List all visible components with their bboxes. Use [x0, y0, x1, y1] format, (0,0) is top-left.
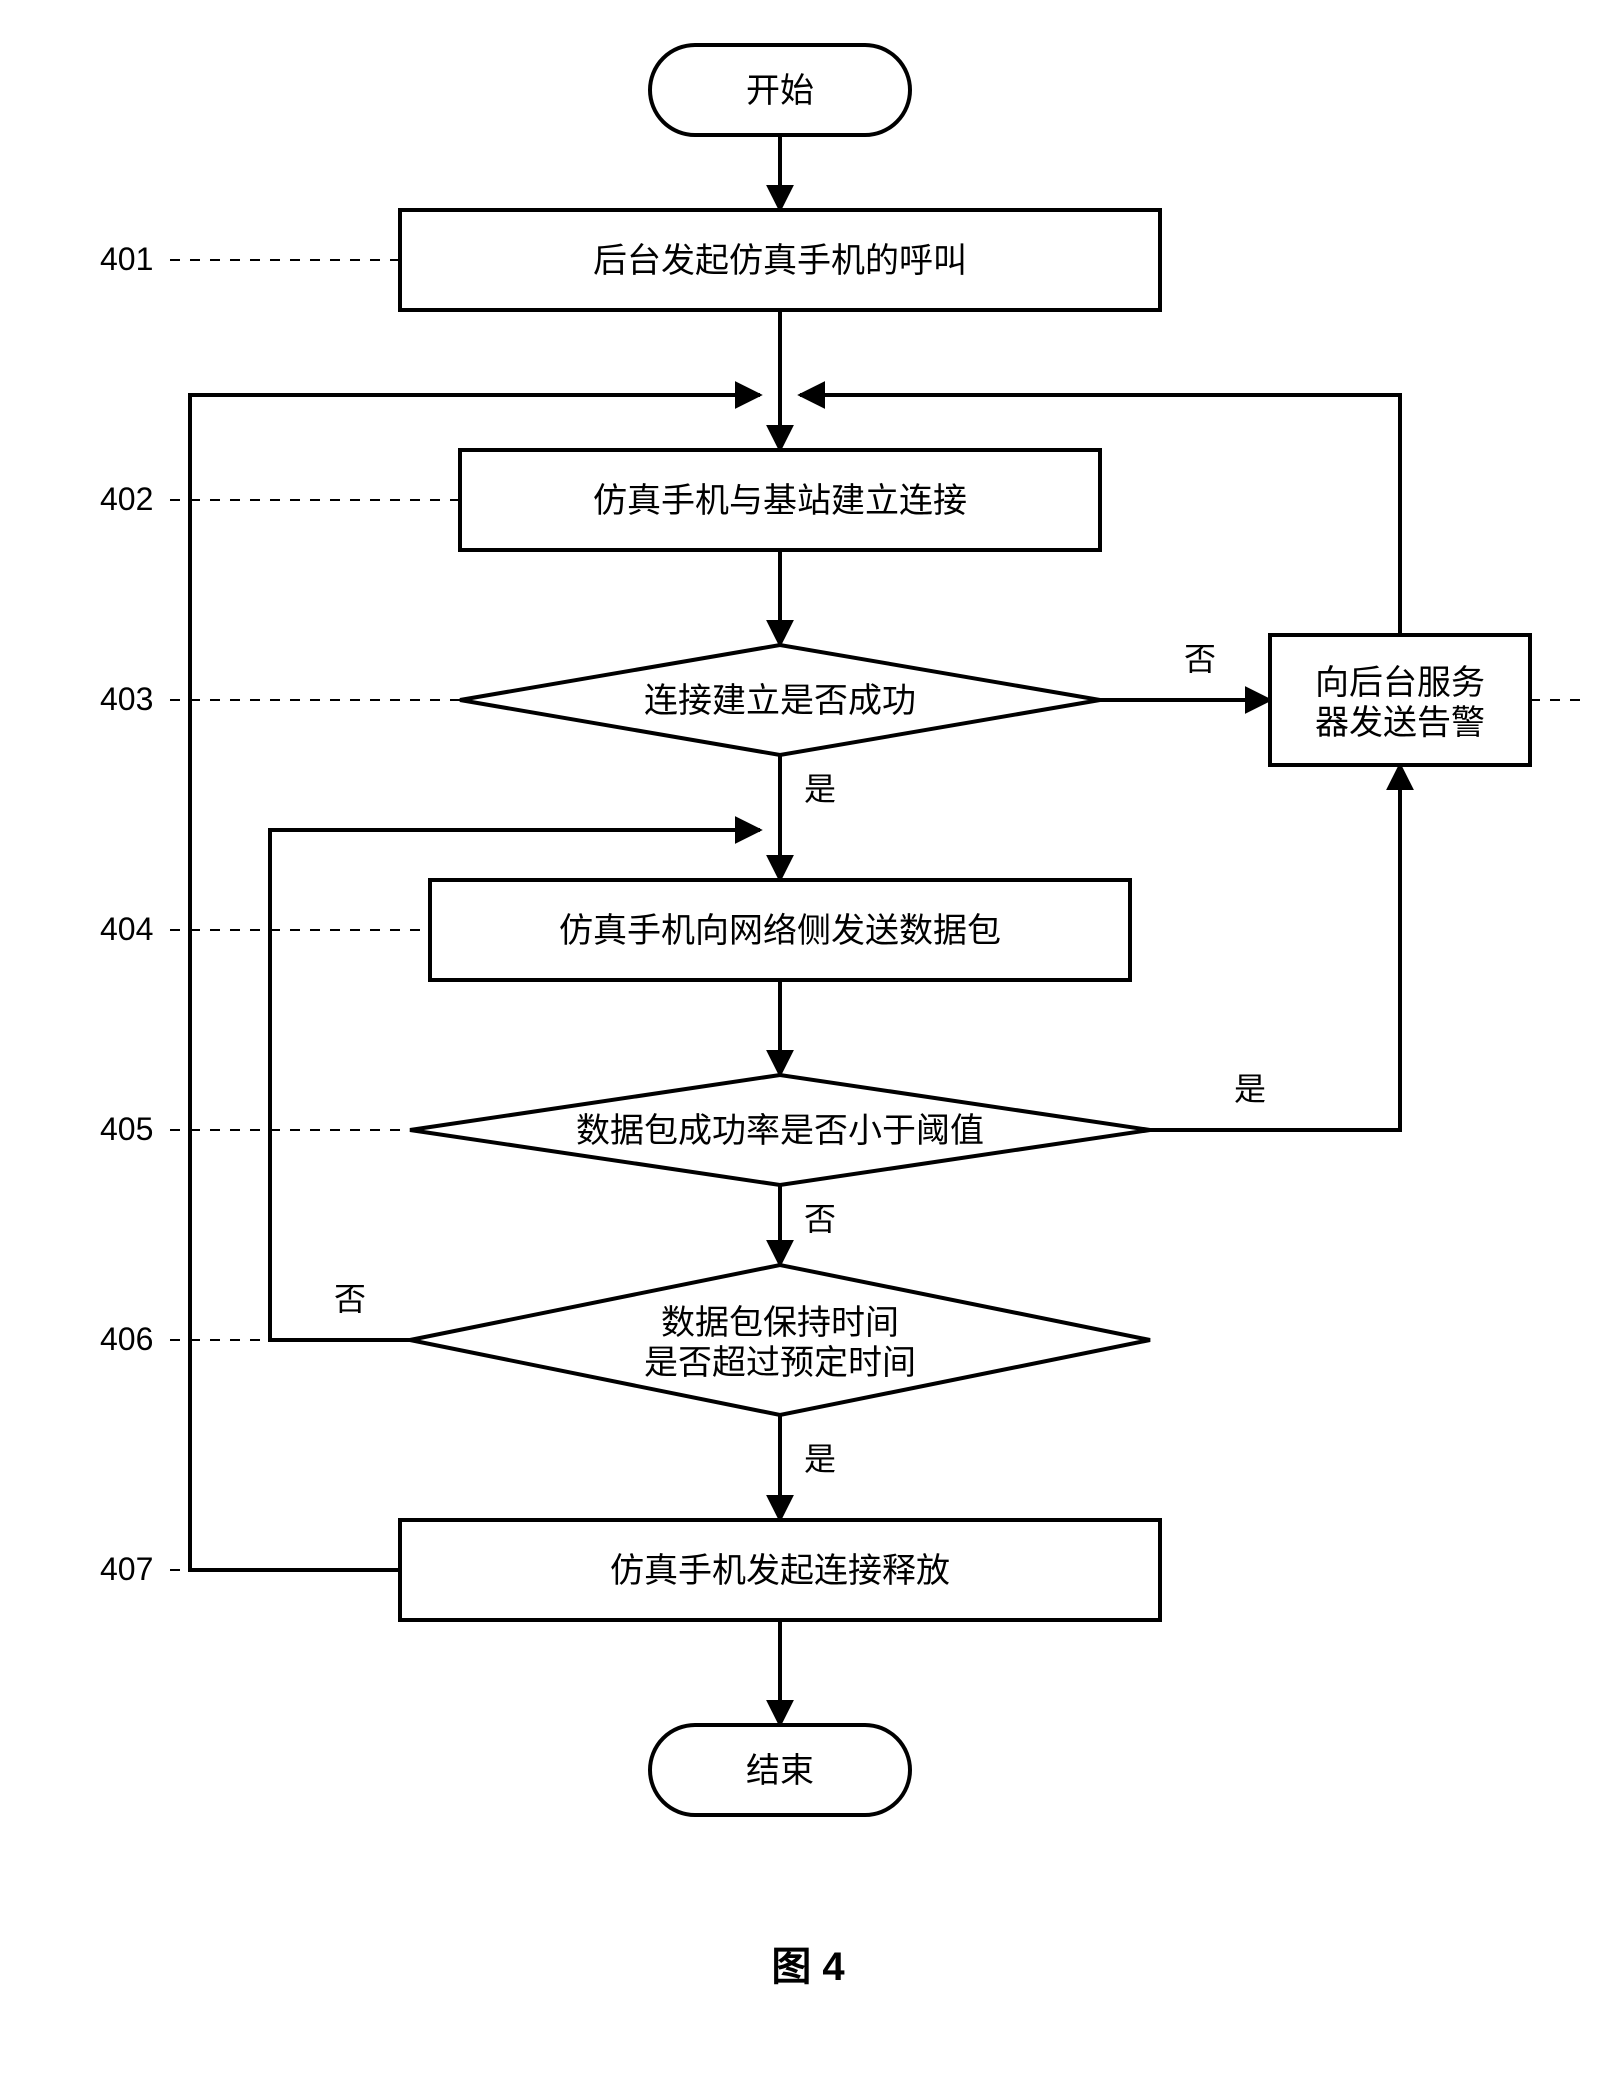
figure-caption: 图 4: [771, 1945, 845, 1989]
edge-label: 否: [804, 1201, 836, 1237]
edge-label: 否: [334, 1281, 366, 1317]
node-label: 数据包成功率是否小于阈值: [576, 1112, 984, 1150]
node-label: 结束: [746, 1752, 814, 1790]
ref-number: 402: [100, 481, 153, 517]
edge-label: 否: [1184, 641, 1216, 677]
edge-label: 是: [804, 1441, 836, 1477]
ref-number: 405: [100, 1111, 153, 1147]
node-label: 器发送告警: [1315, 704, 1485, 742]
ref-number: 403: [100, 681, 153, 717]
ref-number: 401: [100, 241, 153, 277]
node-label: 仿真手机与基站建立连接: [593, 482, 967, 520]
node-label: 向后台服务: [1315, 664, 1485, 702]
edge-label: 是: [1234, 1071, 1266, 1107]
edge-label: 是: [804, 771, 836, 807]
node-label: 连接建立是否成功: [644, 682, 916, 720]
ref-number: 407: [100, 1551, 153, 1587]
node-label: 数据包保持时间: [661, 1304, 899, 1342]
ref-number: 404: [100, 911, 153, 947]
node-label: 仿真手机发起连接释放: [610, 1552, 950, 1590]
node-label: 开始: [746, 72, 814, 110]
node-label: 仿真手机向网络侧发送数据包: [559, 912, 1001, 950]
node-label: 是否超过预定时间: [644, 1344, 916, 1382]
node-label: 后台发起仿真手机的呼叫: [593, 242, 967, 280]
flowchart: 是否是否是否开始后台发起仿真手机的呼叫仿真手机与基站建立连接连接建立是否成功仿真…: [0, 0, 1616, 2088]
ref-number: 406: [100, 1321, 153, 1357]
